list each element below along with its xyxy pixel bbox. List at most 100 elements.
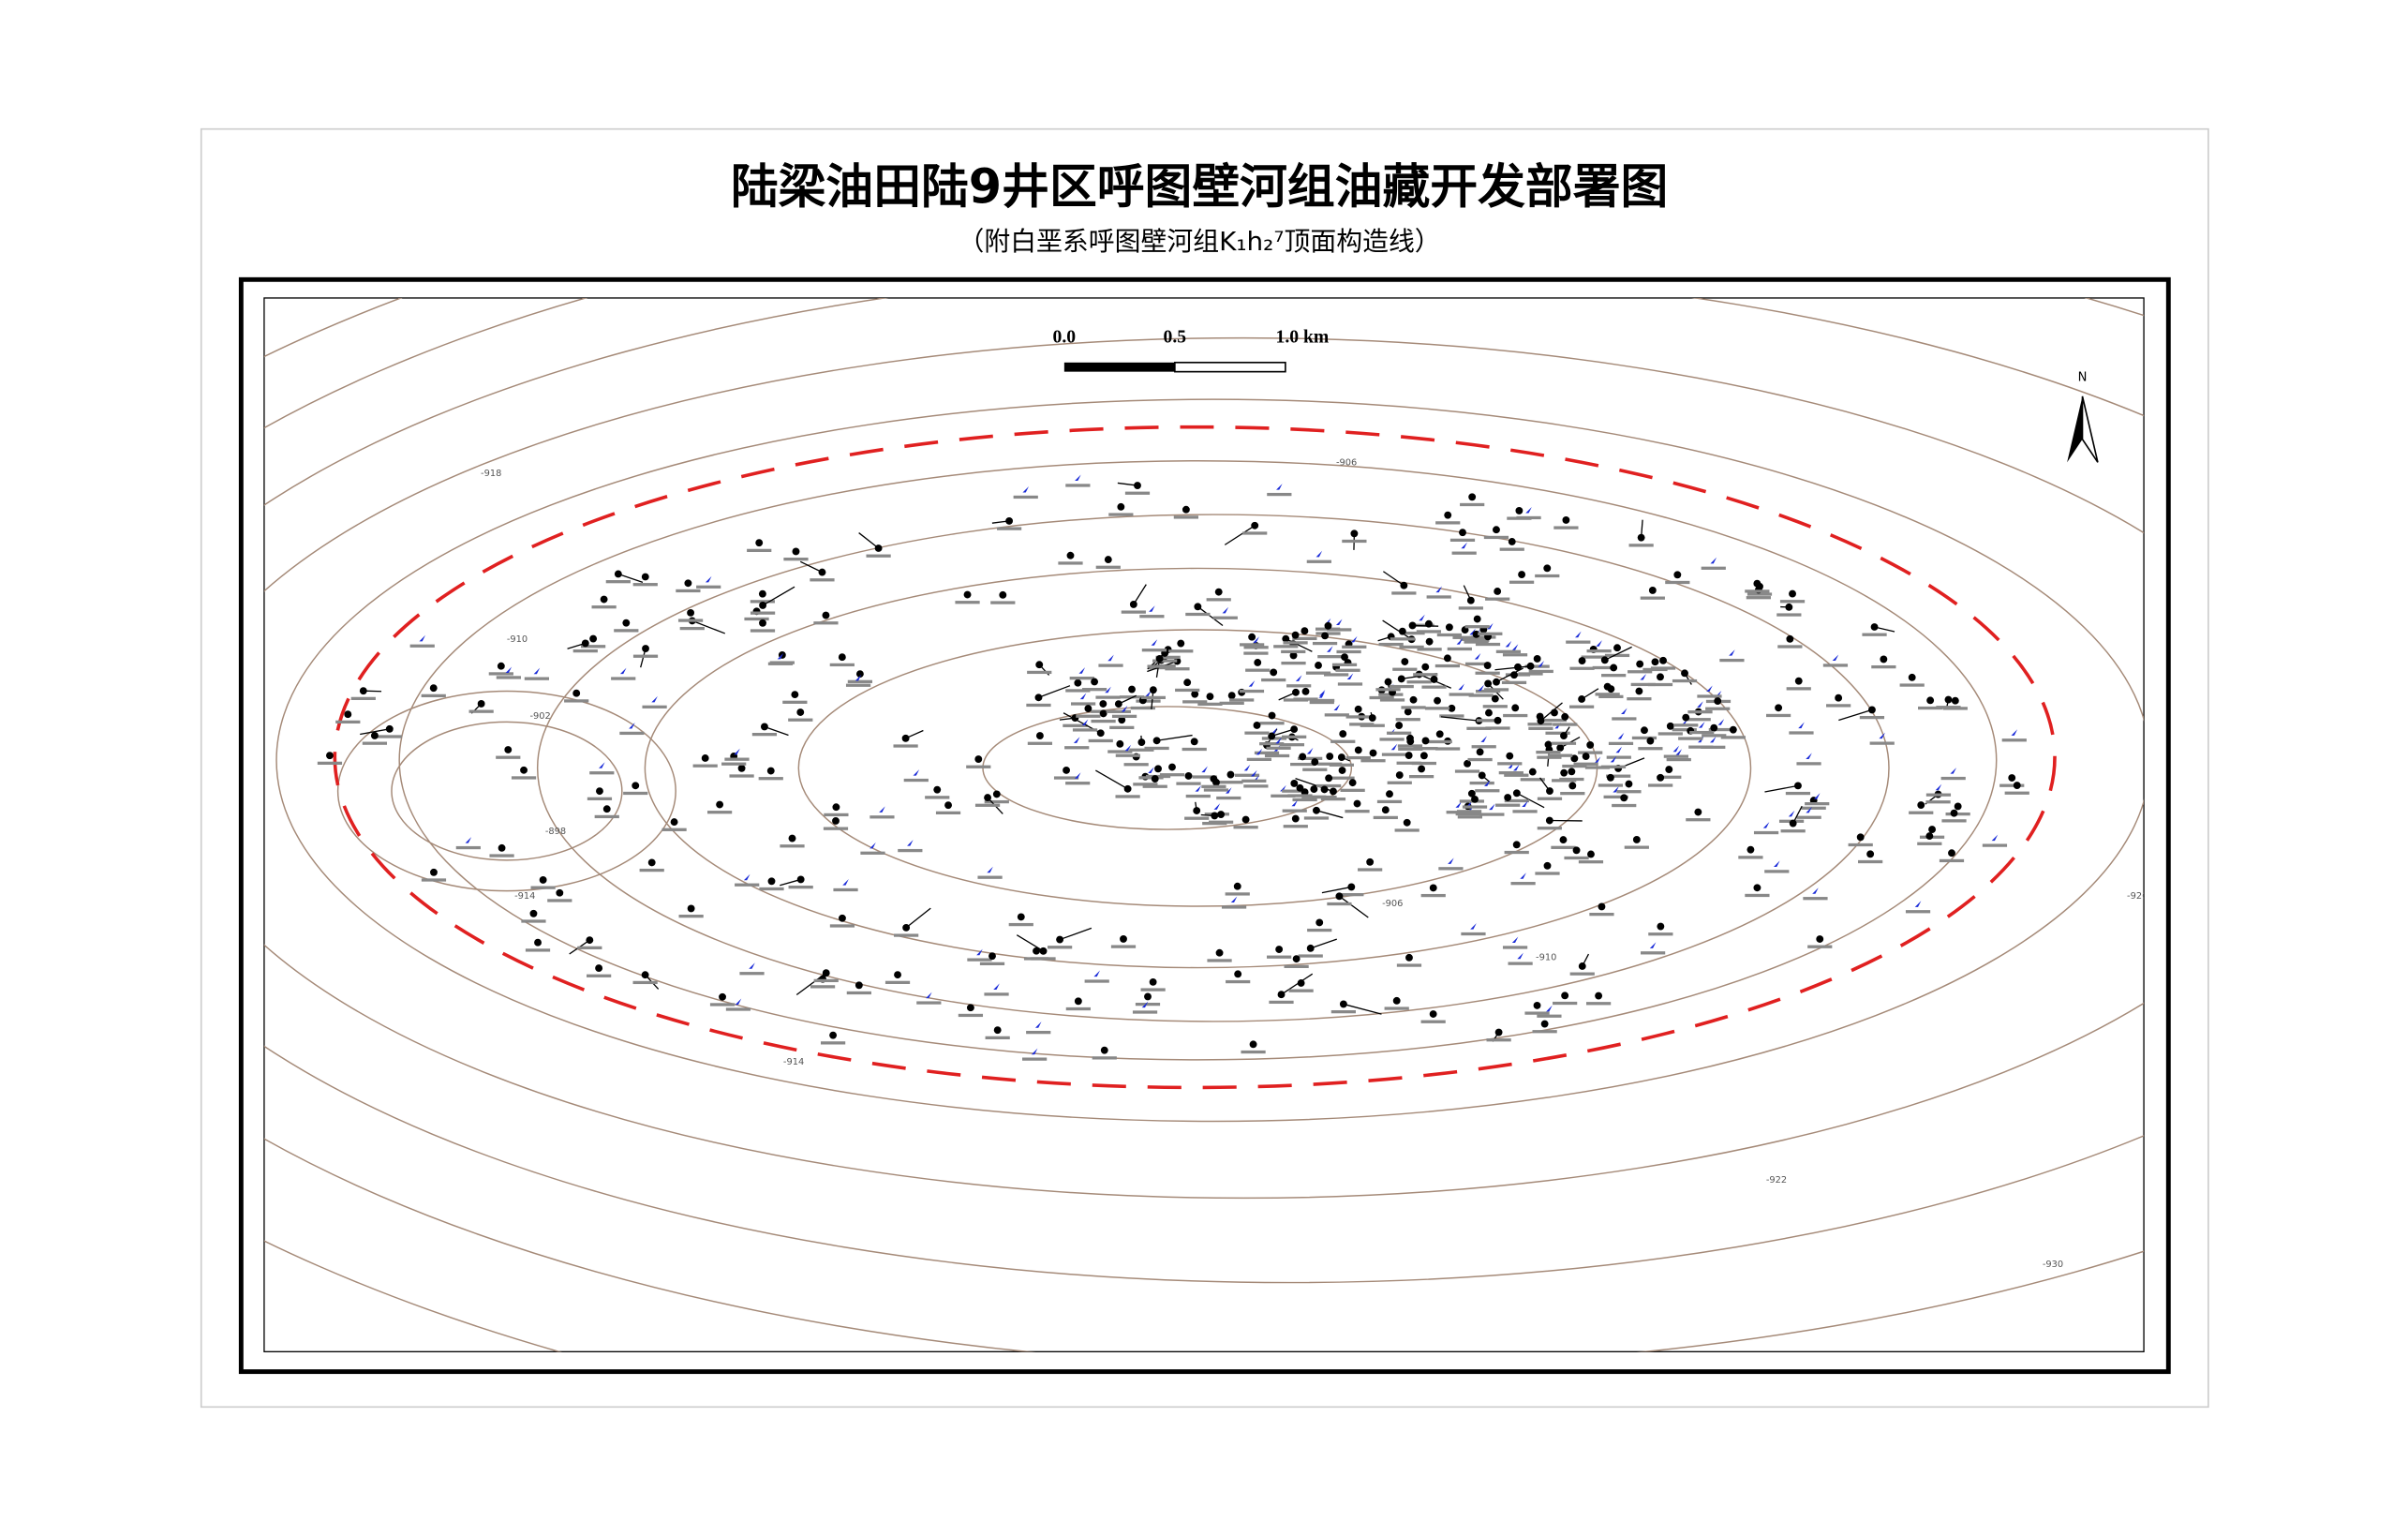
injection-well — [1675, 749, 1683, 755]
well — [1651, 658, 1659, 666]
injection-well — [505, 666, 513, 674]
well — [1324, 621, 1332, 630]
well-label — [1244, 731, 1270, 735]
well-trajectory — [363, 690, 382, 693]
north-label: N — [2078, 370, 2088, 384]
injection-well — [1698, 722, 1705, 728]
well-label — [1941, 819, 1967, 823]
well-label — [1476, 689, 1501, 693]
well — [1430, 676, 1438, 683]
well-label — [1331, 663, 1358, 666]
well-label — [1192, 775, 1217, 779]
well-label — [1581, 655, 1606, 659]
well — [1354, 746, 1362, 754]
well — [1568, 782, 1577, 790]
well-label — [1058, 561, 1083, 565]
well-label — [1110, 945, 1137, 948]
well — [1116, 739, 1124, 748]
injection-well — [1709, 736, 1717, 743]
well — [1794, 677, 1803, 685]
injection-well — [913, 769, 920, 776]
well — [1191, 690, 1199, 698]
injection-well — [993, 983, 1000, 990]
well-label — [1564, 856, 1589, 860]
injection-well — [870, 842, 876, 849]
contour-label: -906 — [1382, 899, 1403, 909]
well — [1560, 768, 1568, 777]
well-label — [1745, 893, 1770, 898]
well-label — [696, 585, 721, 589]
well-label — [1457, 815, 1482, 819]
map-inner-frame — [263, 297, 2145, 1352]
well-label — [1486, 1038, 1511, 1042]
injection-well — [533, 667, 541, 675]
well-label — [824, 813, 849, 817]
well-label — [377, 735, 402, 738]
well-label — [735, 883, 760, 887]
well — [1339, 730, 1347, 738]
well-label — [1485, 597, 1510, 601]
injection-well — [1774, 860, 1780, 867]
well — [1646, 737, 1655, 745]
well — [1420, 752, 1428, 760]
well-label — [1504, 773, 1529, 777]
well-label — [468, 709, 494, 713]
well-label — [577, 946, 602, 949]
well-label — [1324, 673, 1349, 677]
well — [963, 590, 972, 599]
well — [1620, 794, 1628, 802]
well-label — [1335, 668, 1360, 672]
well — [855, 981, 863, 990]
well-label — [2004, 791, 2029, 795]
well-label — [1053, 776, 1079, 780]
well-label — [1483, 688, 1509, 692]
well — [1587, 850, 1595, 858]
injection-well — [1806, 753, 1812, 759]
well-label — [1392, 667, 1418, 671]
well-label — [1203, 788, 1229, 792]
well-label — [1317, 762, 1343, 766]
well-label — [1451, 551, 1477, 555]
well-label — [1254, 751, 1280, 755]
well — [1789, 589, 1796, 598]
well-label — [1327, 902, 1352, 906]
well — [1154, 765, 1162, 773]
well-label — [1447, 647, 1472, 651]
well — [838, 653, 846, 662]
well-label — [1306, 559, 1331, 563]
well-label — [525, 948, 551, 952]
injection-well — [1489, 803, 1495, 811]
well — [1641, 726, 1648, 735]
well-label — [1324, 713, 1349, 717]
well — [1753, 579, 1761, 588]
well — [1366, 857, 1375, 866]
well-label — [1495, 803, 1521, 807]
well — [1856, 833, 1865, 842]
well-label — [1483, 535, 1509, 540]
well-label — [894, 933, 919, 937]
well-label — [1485, 726, 1510, 730]
contour-label: -902 — [529, 711, 550, 722]
well-label — [898, 848, 923, 853]
well-label — [1208, 820, 1234, 824]
well-label — [1095, 695, 1121, 699]
well-trajectory — [1285, 638, 1313, 652]
well — [1210, 775, 1218, 783]
well — [1341, 653, 1348, 662]
well-label — [1780, 829, 1806, 833]
well-label — [1387, 781, 1412, 784]
well-label — [639, 868, 664, 872]
well — [1320, 785, 1329, 794]
well-label — [1142, 784, 1167, 788]
injection-well — [749, 962, 755, 969]
well — [1398, 627, 1406, 635]
well-label — [1871, 664, 1896, 669]
well-label — [1106, 709, 1131, 713]
well — [1313, 806, 1320, 814]
well — [832, 803, 840, 812]
well-label — [1424, 707, 1450, 710]
injection-well — [879, 806, 885, 813]
well-label — [788, 718, 813, 722]
well-label — [1243, 651, 1269, 655]
well-trajectory — [1387, 681, 1390, 688]
